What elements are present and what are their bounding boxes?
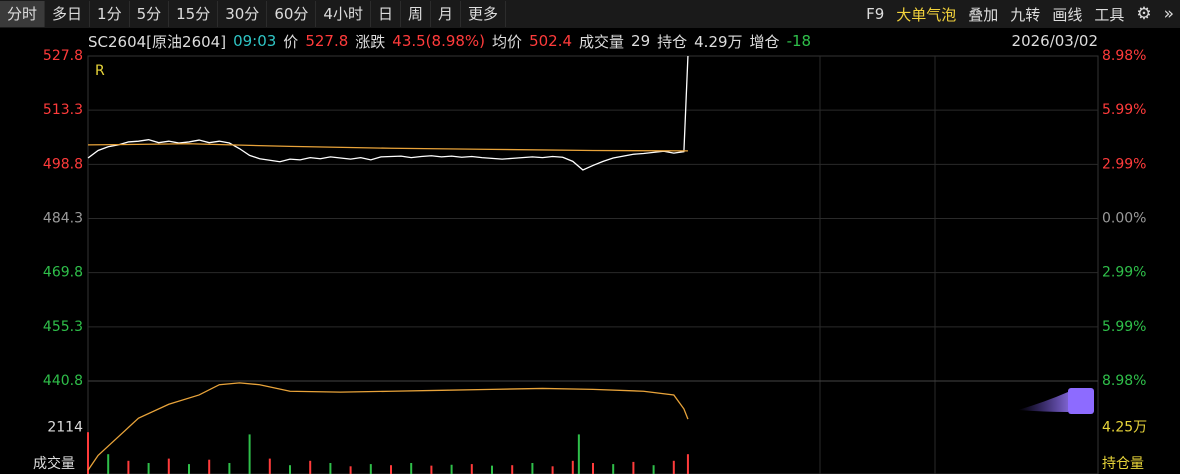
tab[interactable]: 5分	[130, 1, 170, 27]
volume-bar	[551, 466, 554, 474]
label: 价	[283, 32, 299, 51]
oi-change: -18	[786, 32, 812, 50]
volume-bar	[632, 461, 635, 474]
y2-tick-label: 5.99%	[1102, 102, 1146, 118]
oi: 4.29万	[694, 32, 743, 51]
volume-bar	[208, 459, 211, 474]
tab[interactable]: 月	[431, 1, 461, 27]
y-tick-label: 513.3	[43, 102, 83, 118]
y-tick-label: 484.3	[43, 211, 83, 227]
v-grid	[819, 56, 936, 474]
date: 2026/03/02	[1011, 32, 1098, 50]
tool[interactable]: 叠加	[968, 5, 999, 24]
volume-bar	[167, 458, 170, 474]
y-tick-label: 2114	[47, 420, 83, 436]
y2-tick-label: 2.99%	[1102, 265, 1146, 281]
volume-bar	[127, 460, 130, 474]
y2-axis-label: 持仓量	[1102, 456, 1144, 472]
y2-tick-label: 0.00%	[1102, 211, 1146, 227]
volume-bar	[289, 465, 291, 474]
volume-bar	[511, 465, 514, 474]
label: 涨跌	[355, 32, 386, 51]
volume-bar	[686, 454, 689, 474]
volume-bar	[531, 463, 534, 474]
volume-bar	[390, 465, 392, 474]
volume-bar	[369, 464, 372, 474]
volume-bar	[470, 464, 473, 474]
tab[interactable]: 4小时	[316, 1, 371, 27]
line	[87, 55, 689, 171]
tab[interactable]: 日	[371, 1, 401, 27]
volume-bar	[188, 464, 190, 474]
volume: 29	[631, 32, 651, 50]
volume-bar	[87, 432, 89, 474]
tab[interactable]: 分时	[0, 1, 46, 27]
y2-tick-label: 8.98%	[1102, 48, 1146, 64]
volume-bar	[268, 458, 271, 474]
bubble-trail	[1018, 392, 1068, 412]
volume-bar	[592, 463, 594, 474]
y2-tick-label: 8.98%	[1102, 373, 1146, 389]
y-tick-label: 498.8	[43, 156, 83, 172]
volume-bar	[329, 463, 332, 474]
y2-tick-label: 2.99%	[1102, 156, 1146, 172]
volume-bar	[228, 463, 231, 474]
volume-bar	[349, 466, 352, 474]
toolbar: 分时 多日 1分 5分 15分 30分 60分 4小时日周月更多 F9 大单气泡 叠加 九转 画线 工具 ⚙…	[0, 0, 1180, 28]
tab[interactable]: 30分	[218, 1, 268, 27]
tool[interactable]: 九转	[1010, 5, 1041, 24]
info-row: SC2604[原油2604] 09:03 价 527.8 涨跌 43.5(8.9…	[88, 30, 1098, 52]
y2-tick-label: 5.99%	[1102, 319, 1146, 335]
settings-icon[interactable]: ⚙	[1136, 4, 1152, 24]
volume-bar	[652, 465, 655, 474]
label: 成交量	[579, 32, 625, 51]
y-axis-label: 成交量	[33, 455, 75, 472]
volume-bar	[571, 460, 574, 474]
label: 均价	[492, 32, 523, 51]
tab[interactable]: 15分	[169, 1, 219, 27]
y-tick-label: 455.3	[43, 319, 83, 335]
y2-tick-label: 4.25万	[1102, 420, 1147, 436]
tool[interactable]: 工具	[1094, 5, 1125, 24]
label: 增仓	[749, 32, 780, 51]
tool[interactable]: 大单气泡	[896, 5, 957, 24]
symbol: SC2604[原油2604]	[88, 32, 227, 51]
frame	[87, 55, 1099, 474]
tool[interactable]: 画线	[1052, 5, 1083, 24]
volume-bar	[430, 465, 433, 474]
tab[interactable]: 多日	[45, 1, 91, 27]
change: 43.5(8.98%)	[392, 32, 486, 50]
line	[87, 143, 688, 152]
tab[interactable]: 60分	[267, 1, 317, 27]
y-tick-label: 527.8	[43, 48, 83, 64]
volume-bar	[491, 465, 493, 474]
tab[interactable]: 1分	[90, 1, 130, 27]
tools: F9 大单气泡 叠加 九转 画线 工具 ⚙ »	[860, 4, 1180, 25]
volume-bar	[309, 460, 312, 474]
line	[87, 382, 689, 471]
volume-bar	[107, 454, 110, 474]
volume-bar	[248, 434, 251, 474]
volume-bar	[450, 464, 453, 474]
volume-bar	[410, 463, 413, 474]
annotation: R	[95, 63, 105, 79]
label: 持仓	[657, 32, 688, 51]
tab[interactable]: 周	[401, 1, 431, 27]
avg: 502.4	[529, 32, 573, 50]
volume-bar	[577, 434, 580, 474]
y-tick-label: 469.8	[43, 265, 83, 281]
tab[interactable]: 更多	[461, 1, 507, 27]
volume-bar	[147, 463, 150, 474]
tool[interactable]: F9	[866, 5, 885, 23]
y-tick-label: 440.8	[43, 373, 83, 389]
expand-icon[interactable]: »	[1163, 4, 1174, 24]
volume-bar	[612, 464, 615, 474]
bubble-button[interactable]	[1068, 388, 1094, 414]
price: 527.8	[305, 32, 349, 50]
volume-bar	[672, 460, 675, 474]
time: 09:03	[233, 32, 277, 50]
